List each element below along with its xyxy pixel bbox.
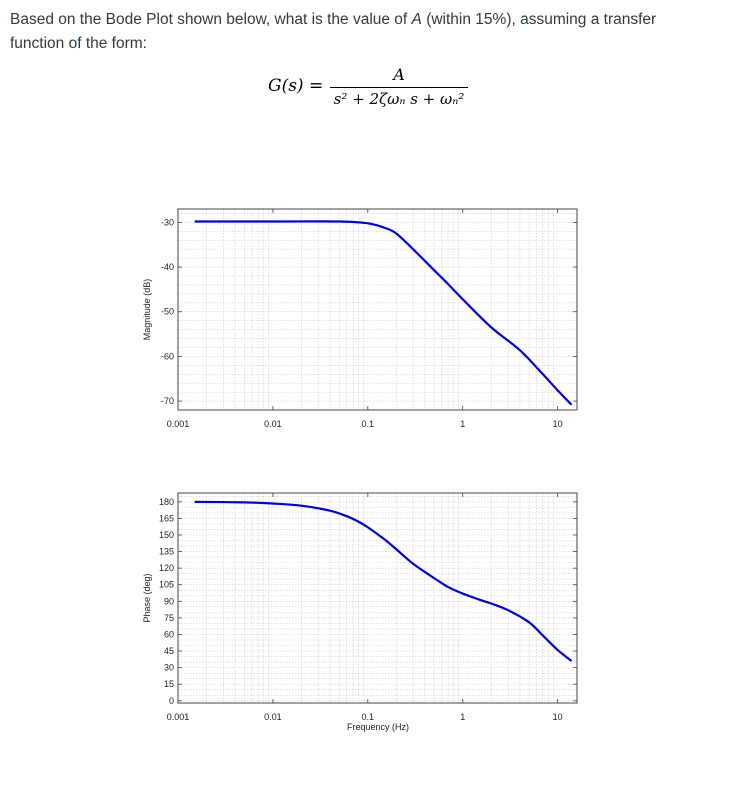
magnitude-xtick-label: 10 bbox=[553, 419, 563, 429]
magnitude-ylabel: Magnitude (dB) bbox=[142, 279, 152, 341]
magnitude-xtick-label: 0.001 bbox=[167, 419, 190, 429]
magnitude-ytick-label: -30 bbox=[161, 217, 174, 227]
phase-ytick-label: 165 bbox=[159, 513, 174, 523]
formula-fraction: A s² + 2ζωₙ s + ωₙ² bbox=[330, 64, 468, 108]
magnitude-ytick-label: -40 bbox=[161, 262, 174, 272]
phase-ytick-label: 120 bbox=[159, 563, 174, 573]
phase-ytick-label: 0 bbox=[169, 696, 174, 706]
formula-denominator: s² + 2ζωₙ s + ωₙ² bbox=[333, 90, 465, 108]
phase-ytick-label: 60 bbox=[164, 629, 174, 639]
phase-ylabel: Phase (deg) bbox=[142, 573, 152, 622]
phase-ytick-label: 75 bbox=[164, 613, 174, 623]
magnitude-ytick-label: -50 bbox=[161, 307, 174, 317]
magnitude-axes-frame bbox=[177, 208, 578, 411]
phase-ytick-label: 45 bbox=[164, 646, 174, 656]
magnitude-ytick-label: -70 bbox=[161, 396, 174, 406]
phase-ytick-label: 90 bbox=[164, 596, 174, 606]
magnitude-ytick-label: -60 bbox=[161, 351, 174, 361]
phase-xtick-label: 0.01 bbox=[264, 712, 282, 722]
phase-axes-frame bbox=[177, 492, 578, 704]
magnitude-xtick-label: 1 bbox=[460, 419, 465, 429]
question-line2: function of the form: bbox=[10, 35, 147, 52]
variable-A: A bbox=[411, 11, 422, 28]
fraction-bar bbox=[330, 87, 468, 88]
magnitude-xtick-label: 0.01 bbox=[264, 419, 282, 429]
formula-numerator: A bbox=[393, 65, 405, 84]
formula-lhs: G(s) = bbox=[268, 76, 324, 96]
phase-ytick-label: 15 bbox=[164, 679, 174, 689]
question-line1-pre: Based on the Bode Plot shown below, what… bbox=[10, 11, 412, 28]
phase-xtick-label: 10 bbox=[553, 712, 563, 722]
magnitude-series-line bbox=[194, 220, 573, 406]
question-text: Based on the Bode Plot shown below, what… bbox=[10, 8, 710, 56]
question-line1-post: (within 15%), assuming a transfer bbox=[421, 11, 657, 28]
phase-series-line bbox=[194, 500, 573, 662]
phase-xtick-label: 1 bbox=[460, 712, 465, 722]
phase-ytick-label: 150 bbox=[159, 530, 174, 540]
phase-ytick-label: 180 bbox=[159, 497, 174, 507]
phase-xlabel: Frequency (Hz) bbox=[347, 722, 409, 732]
phase-xtick-label: 0.1 bbox=[362, 712, 375, 722]
phase-ytick-label: 30 bbox=[164, 663, 174, 673]
phase-ytick-label: 135 bbox=[159, 547, 174, 557]
magnitude-xtick-label: 0.1 bbox=[362, 419, 375, 429]
phase-xtick-label: 0.001 bbox=[167, 712, 190, 722]
phase-ytick-label: 105 bbox=[159, 580, 174, 590]
